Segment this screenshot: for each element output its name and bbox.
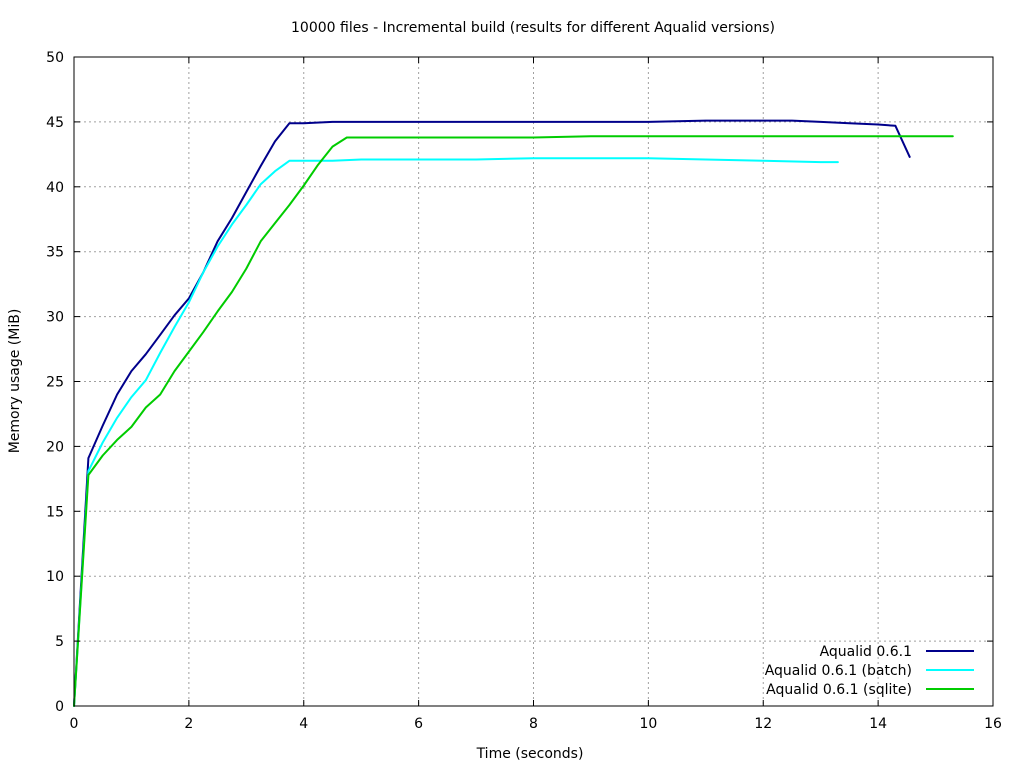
x-tick-label: 16 bbox=[984, 716, 1002, 732]
grid bbox=[74, 57, 993, 706]
x-tick-label: 8 bbox=[529, 716, 538, 732]
y-tick-label: 40 bbox=[46, 180, 64, 196]
x-tick-label: 4 bbox=[299, 716, 308, 732]
y-tick-label: 35 bbox=[46, 245, 64, 261]
x-axis-label: Time (seconds) bbox=[476, 746, 584, 762]
y-tick-label: 25 bbox=[46, 375, 64, 391]
y-tick-label: 50 bbox=[46, 50, 64, 66]
x-tick-label: 10 bbox=[639, 716, 657, 732]
legend-label: Aqualid 0.6.1 (batch) bbox=[765, 663, 912, 679]
series-line-2 bbox=[73, 157, 839, 707]
x-tick-label: 0 bbox=[70, 716, 79, 732]
axis-ticks: 0 2 4 6 8 10 12 14 16 0 5 10 15 20 25 30 35 40 45 50 bbox=[46, 50, 1002, 732]
y-axis-label: Memory usage (MiB) bbox=[7, 309, 23, 454]
x-tick-label: 14 bbox=[869, 716, 887, 732]
series-lines bbox=[73, 119, 954, 707]
y-tick-label: 0 bbox=[55, 699, 64, 715]
chart-title: 10000 files - Incremental build (results… bbox=[291, 20, 775, 36]
y-tick-label: 45 bbox=[46, 115, 64, 131]
series-line-1 bbox=[73, 119, 911, 707]
legend-label: Aqualid 0.6.1 bbox=[820, 644, 912, 660]
y-tick-label: 10 bbox=[46, 569, 64, 585]
y-tick-label: 30 bbox=[46, 310, 64, 326]
x-tick-label: 12 bbox=[754, 716, 772, 732]
legend-label: Aqualid 0.6.1 (sqlite) bbox=[766, 682, 912, 698]
series-line-3 bbox=[73, 135, 954, 707]
legend: Aqualid 0.6.1 Aqualid 0.6.1 (batch) Aquali… bbox=[765, 644, 974, 698]
y-tick-label: 15 bbox=[46, 504, 64, 520]
y-tick-label: 20 bbox=[46, 439, 64, 455]
x-tick-label: 6 bbox=[414, 716, 423, 732]
y-tick-label: 5 bbox=[55, 634, 64, 650]
x-tick-label: 2 bbox=[184, 716, 193, 732]
